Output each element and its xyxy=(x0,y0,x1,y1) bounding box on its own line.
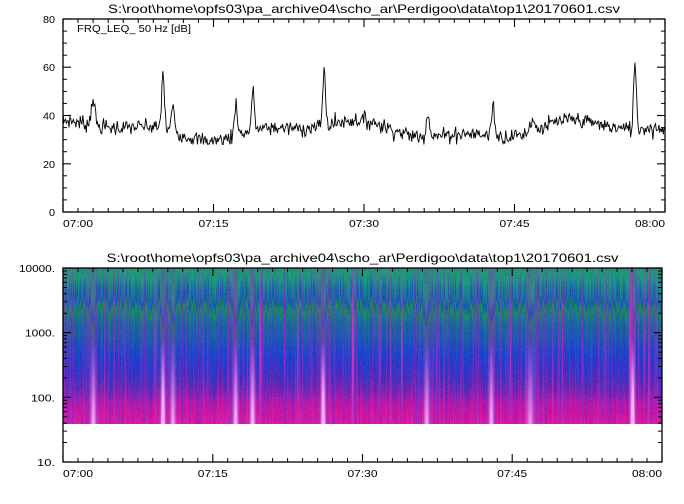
svg-text:07:15: 07:15 xyxy=(199,219,229,230)
svg-text:60: 60 xyxy=(43,63,55,74)
svg-text:S:\root\home\opfs03\pa_archive: S:\root\home\opfs03\pa_archive04\scho_ar… xyxy=(108,2,620,16)
svg-text:07:45: 07:45 xyxy=(497,469,527,480)
svg-text:07:30: 07:30 xyxy=(348,469,378,480)
svg-text:08:00: 08:00 xyxy=(635,219,665,230)
svg-text:0: 0 xyxy=(49,208,55,219)
svg-text:100.: 100. xyxy=(31,393,55,404)
svg-text:07:15: 07:15 xyxy=(198,469,228,480)
svg-text:S:\root\home\opfs03\pa_archive: S:\root\home\opfs03\pa_archive04\scho_ar… xyxy=(107,251,619,265)
svg-text:07:30: 07:30 xyxy=(349,219,379,230)
svg-text:07:45: 07:45 xyxy=(500,219,530,230)
svg-text:FRQ_LEQ_ 50 Hz [dB]: FRQ_LEQ_ 50 Hz [dB] xyxy=(77,24,191,35)
svg-text:40: 40 xyxy=(43,112,55,123)
svg-text:20: 20 xyxy=(43,160,55,171)
svg-text:10.: 10. xyxy=(37,458,55,469)
svg-text:08:00: 08:00 xyxy=(632,469,662,480)
svg-text:1000.: 1000. xyxy=(25,329,55,340)
svg-text:07:00: 07:00 xyxy=(63,469,93,480)
svg-text:10000.: 10000. xyxy=(19,264,55,275)
svg-text:07:00: 07:00 xyxy=(63,219,93,230)
svg-text:80: 80 xyxy=(43,15,55,26)
